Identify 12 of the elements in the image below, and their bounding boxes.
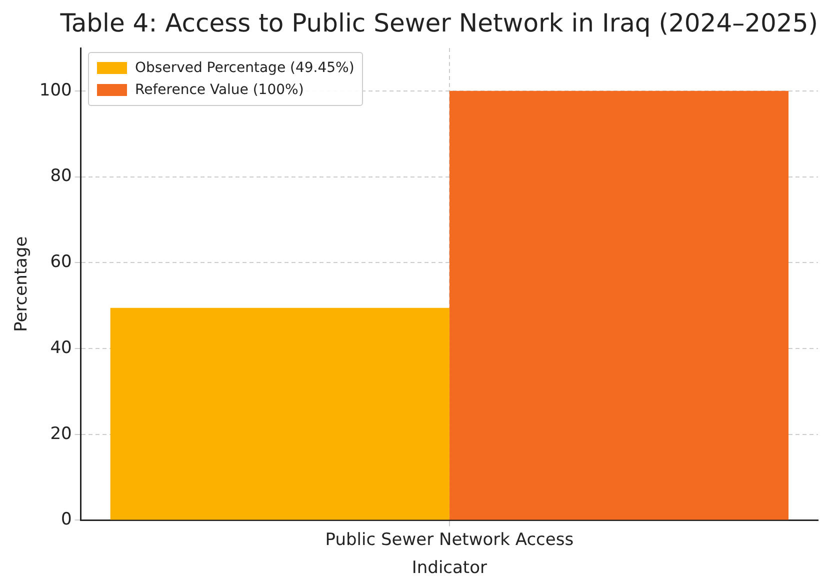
- x-tick-label: Public Sewer Network Access: [325, 530, 574, 550]
- y-tick-label: 100: [39, 80, 72, 100]
- legend-label: Reference Value (100%): [135, 81, 304, 100]
- y-tick-label: 80: [50, 166, 72, 186]
- y-tick-label: 60: [50, 252, 72, 272]
- y-axis-title: Percentage: [12, 236, 32, 332]
- y-tick-label: 20: [50, 424, 72, 444]
- y-tick-label: 0: [61, 510, 72, 530]
- legend-label: Observed Percentage (49.45%): [135, 59, 354, 78]
- chart-title: Table 4: Access to Public Sewer Network in Iraq (2024–2025): [59, 8, 818, 38]
- x-axis-title: Indicator: [412, 558, 487, 578]
- y-tick-label: 40: [50, 338, 72, 358]
